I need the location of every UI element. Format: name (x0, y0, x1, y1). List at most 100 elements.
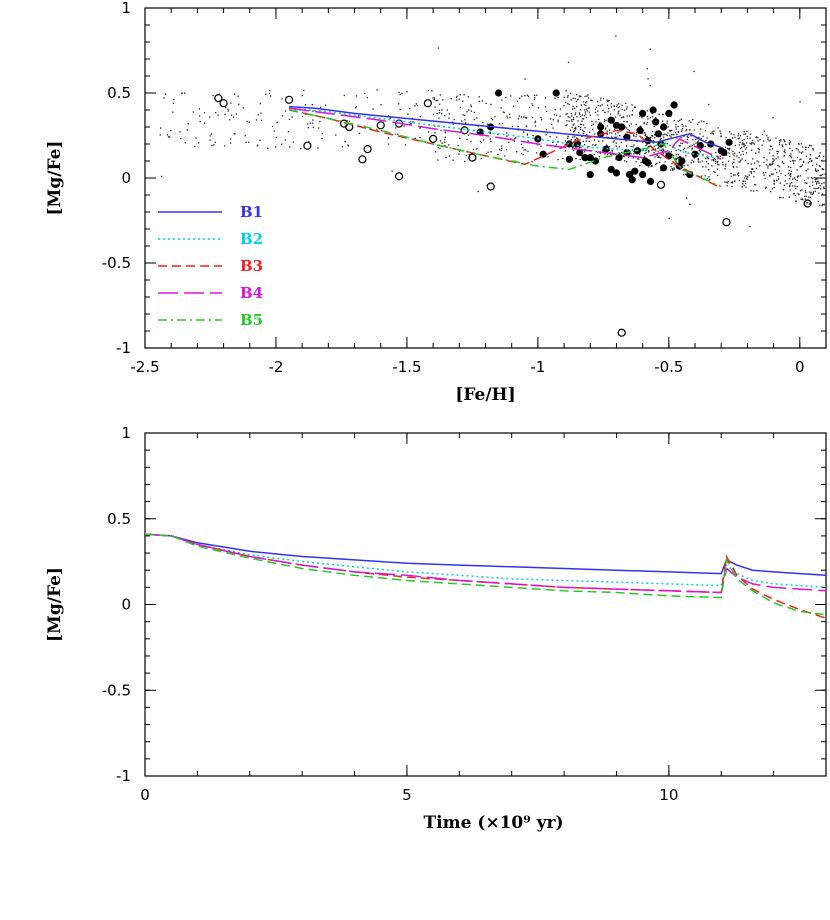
star-dot (536, 94, 538, 96)
star-dot (802, 151, 804, 153)
star-dot (281, 115, 284, 117)
star-dot (691, 159, 693, 161)
star-dot (267, 147, 269, 149)
star-dot (237, 95, 239, 97)
star-dot (722, 161, 724, 164)
star-dot (506, 117, 509, 119)
star-dot (380, 104, 382, 106)
star-dot (790, 141, 792, 143)
star-dot (687, 164, 689, 166)
star-dot (582, 129, 584, 131)
star-dot (573, 145, 575, 147)
star-dot (167, 136, 170, 138)
star-dot (797, 193, 799, 195)
star-dot (227, 108, 229, 111)
star-dot (615, 142, 617, 144)
filled-star-marker (652, 118, 660, 126)
star-dot (774, 168, 777, 171)
star-dot (473, 111, 475, 114)
star-dot (192, 111, 194, 113)
star-dot (594, 133, 596, 135)
star-dot (209, 116, 211, 118)
star-dot (389, 117, 391, 119)
star-dot (609, 132, 611, 134)
star-dot (808, 191, 811, 193)
star-dot (716, 155, 718, 157)
star-dot (480, 142, 482, 144)
star-dot (658, 155, 660, 157)
star-dot (567, 137, 569, 139)
star-dot (248, 121, 250, 123)
star-dot (683, 165, 685, 167)
star-dot (698, 136, 700, 139)
star-dot (501, 99, 503, 101)
star-dot (818, 192, 820, 194)
star-dot (717, 127, 719, 129)
star-dot (569, 129, 572, 131)
star-dot (577, 138, 579, 140)
star-dot (776, 150, 778, 153)
star-dot (814, 168, 817, 170)
star-dot (754, 162, 756, 164)
star-dot (821, 193, 824, 195)
star-dot (685, 125, 687, 127)
star-dot (630, 132, 632, 135)
star-dot (796, 176, 799, 178)
star-dot (787, 166, 790, 168)
star-dot (805, 155, 808, 157)
star-dot (719, 155, 721, 157)
star-dot (686, 138, 689, 141)
star-dot (632, 134, 635, 136)
star-dot (363, 92, 366, 95)
star-dot (566, 124, 568, 126)
star-dot (654, 148, 656, 150)
star-dot (816, 180, 819, 182)
star-dot (681, 123, 684, 125)
star-dot (674, 164, 676, 166)
star-dot (573, 116, 575, 119)
star-dot (819, 188, 822, 190)
star-dot (727, 182, 729, 184)
star-dot (410, 122, 412, 125)
star-dot (742, 180, 744, 182)
star-dot (592, 144, 594, 146)
star-dot (223, 145, 226, 147)
star-dot (675, 154, 678, 156)
star-dot (585, 113, 587, 115)
star-dot (789, 189, 791, 191)
star-dot (593, 139, 596, 141)
star-dot (615, 105, 618, 108)
star-dot (670, 129, 673, 132)
filled-star-marker (576, 148, 584, 157)
star-dot (691, 148, 693, 150)
star-dot (212, 94, 214, 97)
star-dot (680, 136, 682, 139)
star-dot (595, 121, 597, 123)
star-dot (582, 118, 585, 120)
plot-area (145, 533, 826, 619)
star-dot (673, 167, 675, 169)
star-dot (648, 145, 650, 147)
star-dot (706, 122, 708, 125)
star-dot (531, 160, 533, 163)
star-dot (662, 153, 664, 155)
star-dot (584, 148, 586, 150)
star-dot (434, 106, 436, 108)
star-dot (815, 170, 817, 172)
star-dot (769, 139, 772, 141)
star-dot (387, 143, 390, 145)
star-dot (578, 125, 580, 128)
star-dot (244, 135, 246, 137)
star-dot (678, 145, 680, 147)
star-dot (613, 105, 615, 107)
star-dot (682, 125, 684, 127)
star-dot (198, 142, 200, 144)
star-dot (668, 217, 670, 220)
star-dot (355, 107, 357, 109)
star-dot (582, 101, 585, 103)
star-dot (798, 143, 800, 145)
star-dot (808, 144, 811, 146)
legend-label-b3: B3 (240, 257, 263, 275)
star-dot (713, 130, 715, 132)
star-dot (622, 155, 624, 157)
